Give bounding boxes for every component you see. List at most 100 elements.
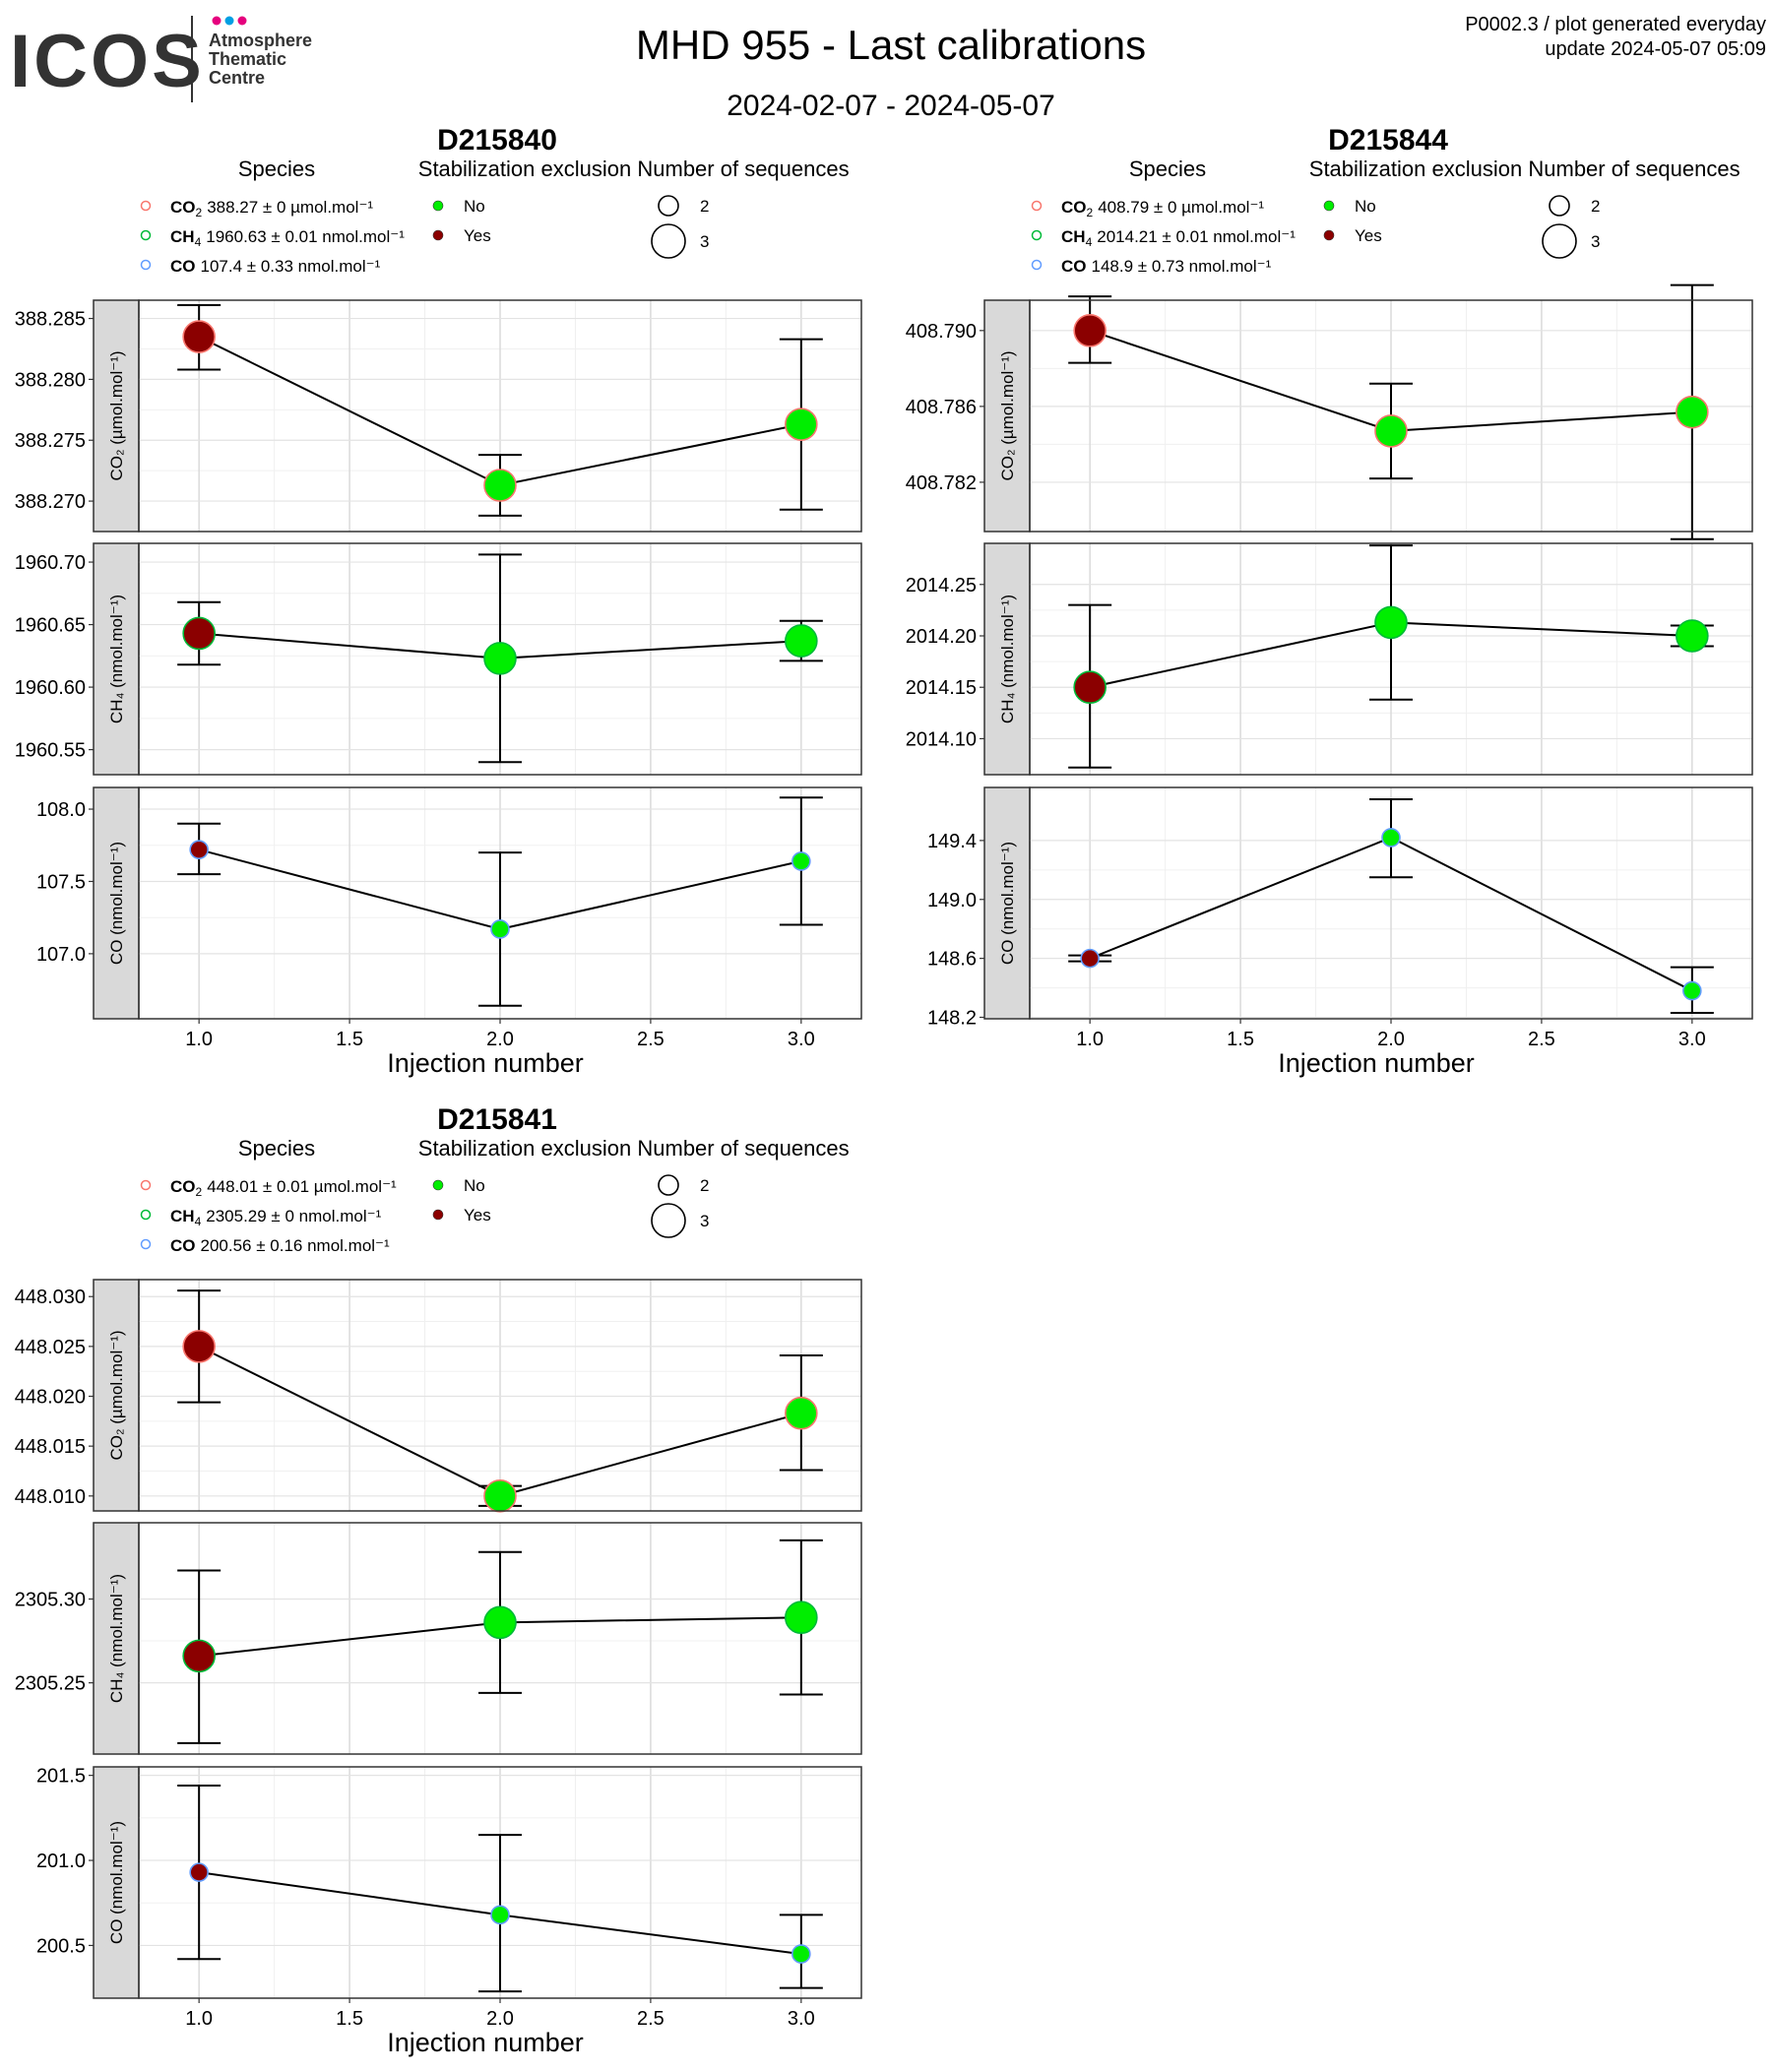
sequences-legend-key — [658, 1174, 679, 1196]
y-tick-label: 388.270 — [15, 491, 86, 513]
species-subscript: 2 — [196, 1185, 203, 1199]
species-formula: CO — [170, 1177, 196, 1196]
facet-strip-label: CO (nmol.mol⁻¹) — [107, 1821, 126, 1944]
y-tick-label: 408.782 — [906, 472, 977, 494]
facet-panel-2: CO (nmol.mol⁻¹) 200.5 201.0 201.5 1.0 1.5 2.0 2… — [36, 1766, 862, 2057]
y-tick-label: 1960.65 — [15, 615, 86, 637]
block-legend: Species Stabilization exclusion Number of … — [140, 157, 850, 276]
data-point — [189, 1862, 209, 1882]
y-tick-label: 201.5 — [36, 1766, 86, 1788]
stabilization-legend-key — [432, 1179, 444, 1191]
logo-subtitle-1: Atmosphere — [209, 31, 312, 50]
legend-title-stabilization: Stabilization exclusion — [418, 1136, 631, 1161]
x-tick-label: 3.0 — [788, 2008, 815, 2030]
y-tick-label: 448.020 — [15, 1387, 86, 1409]
sequences-legend-key — [651, 1203, 686, 1238]
sequences-legend-key — [1549, 195, 1570, 217]
x-axis-title: Injection number — [387, 1048, 584, 1078]
species-formula: CO — [1061, 257, 1087, 276]
panel-border — [1029, 542, 1753, 776]
species-value: 107.4 ± 0.33 nmol.mol⁻¹ — [201, 257, 381, 276]
species-legend-key — [140, 259, 152, 271]
facet-strip — [93, 1522, 140, 1755]
facet-panel-2: CO (nmol.mol⁻¹) 148.2 148.6 149.0 149.4 1.0 1.… — [927, 786, 1753, 1078]
facet-panel-1: CH₄ (nmol.mol⁻¹) 2305.25 2305.30 — [15, 1522, 862, 1755]
facet-strip-label: CO₂ (µmol.mol⁻¹) — [998, 350, 1017, 480]
species-formula: CO — [1061, 198, 1087, 217]
data-point — [1374, 414, 1408, 448]
y-tick-label: 448.015 — [15, 1436, 86, 1458]
data-point — [1676, 395, 1709, 429]
data-point — [1676, 619, 1709, 653]
panel-border — [138, 299, 862, 533]
y-tick-label: 448.030 — [15, 1287, 86, 1308]
calibration-block-D215840: D215840 Species Stabilization exclusion Num… — [15, 124, 862, 1078]
species-legend-label: CO 148.9 ± 0.73 nmol.mol⁻¹ — [1061, 257, 1272, 276]
stabilization-legend-label: Yes — [464, 226, 491, 245]
species-legend-label: CO2 388.27 ± 0 µmol.mol⁻¹ — [170, 198, 373, 220]
species-legend-label: CH4 2305.29 ± 0 nmol.mol⁻¹ — [170, 1207, 382, 1228]
x-tick-label: 3.0 — [788, 1029, 815, 1050]
data-point — [785, 1396, 818, 1430]
y-tick-label: 201.0 — [36, 1851, 86, 1872]
species-legend-key — [140, 1238, 152, 1250]
facet-strip — [983, 786, 1031, 1020]
y-tick-label: 108.0 — [36, 799, 86, 821]
legend-title-sequences: Number of sequences — [637, 157, 849, 181]
logo-text: ICOS — [10, 20, 205, 103]
data-point — [1682, 980, 1702, 1001]
y-tick-label: 148.2 — [927, 1008, 977, 1030]
data-point — [189, 840, 209, 859]
sequences-legend-label: 3 — [700, 232, 709, 251]
x-tick-label: 2.0 — [486, 1029, 514, 1050]
facet-strip-label: CH₄ (nmol.mol⁻¹) — [107, 595, 126, 723]
x-tick-label: 1.0 — [185, 2008, 213, 2030]
x-axis-title: Injection number — [387, 2028, 584, 2057]
data-point — [483, 469, 517, 502]
sequences-legend-key — [651, 223, 686, 259]
species-legend-label: CO2 448.01 ± 0.01 µmol.mol⁻¹ — [170, 1177, 397, 1199]
stabilization-legend-label: Yes — [1355, 226, 1382, 245]
facet-strip-label: CO (nmol.mol⁻¹) — [998, 842, 1017, 965]
y-tick-label: 448.010 — [15, 1486, 86, 1508]
y-tick-label: 388.285 — [15, 309, 86, 331]
species-value: 200.56 ± 0.16 nmol.mol⁻¹ — [201, 1236, 391, 1255]
block-title: D215840 — [437, 124, 557, 157]
species-value: 148.9 ± 0.73 nmol.mol⁻¹ — [1092, 257, 1272, 276]
data-point — [483, 1605, 517, 1640]
logo-subtitle-2: Thematic — [209, 49, 286, 69]
block-legend: Species Stabilization exclusion Number of … — [140, 1136, 850, 1255]
data-point — [1073, 670, 1107, 705]
block-title: D215844 — [1328, 124, 1448, 157]
sequences-legend-key — [1542, 223, 1577, 259]
generation-info: P0002.3 / plot generated everyday — [1465, 14, 1766, 35]
facet-panel-1: CH₄ (nmol.mol⁻¹) 1960.55 1960.60 1960.65 196… — [15, 542, 862, 776]
x-tick-label: 3.0 — [1678, 1029, 1706, 1050]
data-point — [785, 1601, 818, 1635]
facet-strip — [93, 542, 140, 776]
stabilization-legend-key — [1323, 200, 1335, 212]
facet-strip-label: CO₂ (µmol.mol⁻¹) — [107, 350, 126, 480]
page-subtitle: 2024-02-07 - 2024-05-07 — [727, 90, 1055, 122]
data-point — [483, 642, 517, 675]
y-tick-label: 107.5 — [36, 871, 86, 893]
y-tick-label: 1960.70 — [15, 552, 86, 574]
stabilization-legend-label: No — [464, 197, 485, 216]
stabilization-legend-label: No — [1355, 197, 1376, 216]
species-formula: CH — [170, 227, 195, 246]
data-point — [182, 1639, 216, 1673]
species-legend-label: CO 107.4 ± 0.33 nmol.mol⁻¹ — [170, 257, 381, 276]
species-legend-key — [1031, 259, 1043, 271]
species-formula: CO — [170, 257, 196, 276]
x-tick-label: 1.0 — [185, 1029, 213, 1050]
species-legend-label: CO 200.56 ± 0.16 nmol.mol⁻¹ — [170, 1236, 390, 1255]
block-title: D215841 — [437, 1103, 557, 1136]
data-point — [785, 408, 818, 441]
species-value: 2014.21 ± 0.01 nmol.mol⁻¹ — [1097, 227, 1296, 246]
species-legend-key — [1031, 200, 1043, 212]
facet-strip-label: CO₂ (µmol.mol⁻¹) — [107, 1330, 126, 1460]
facet-strip-label: CO (nmol.mol⁻¹) — [107, 842, 126, 965]
icos-logo: ICOS Atmosphere Thematic Centre — [10, 16, 312, 103]
panel-border — [1029, 299, 1753, 533]
